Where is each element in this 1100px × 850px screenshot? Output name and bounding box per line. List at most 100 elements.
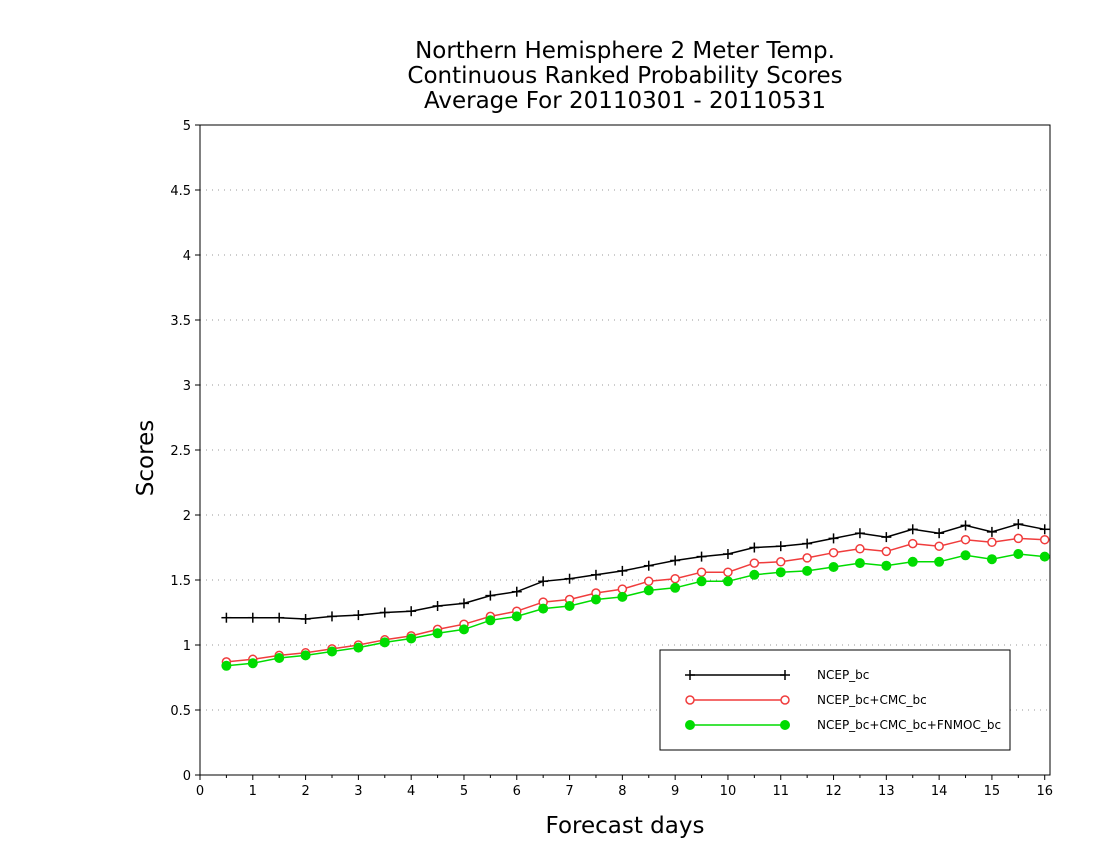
data-point-plus (960, 520, 971, 531)
data-point-open-circle (855, 544, 865, 554)
data-point-open-circle (617, 584, 628, 594)
data-point-open-circle (881, 546, 892, 557)
data-point-filled-circle (907, 556, 918, 567)
data-point-open-circle (960, 534, 971, 545)
data-point-plus (1013, 519, 1024, 530)
data-point-filled-circle (538, 603, 549, 614)
data-point-open-circle (670, 573, 680, 584)
x-tick-label: 13 (878, 784, 895, 799)
data-point-plus (670, 555, 681, 566)
data-point-plus (564, 573, 575, 584)
title-line: Continuous Ranked Probability Scores (407, 63, 842, 89)
data-point-open-circle (1039, 534, 1050, 545)
data-point-filled-circle (379, 637, 390, 648)
x-tick-label: 10 (720, 784, 737, 799)
chart-title: Northern Hemisphere 2 Meter Temp.Continu… (407, 38, 842, 114)
data-point-filled-circle (221, 660, 232, 671)
data-point-open-circle (723, 567, 733, 577)
x-tick-label: 11 (772, 784, 789, 799)
y-tick-label: 0.5 (170, 704, 191, 719)
data-point-plus (722, 549, 733, 559)
data-point-open-circle (907, 538, 918, 549)
x-tick-label: 0 (196, 784, 204, 799)
x-tick-label: 12 (825, 784, 842, 799)
data-point-plus (907, 524, 918, 535)
y-tick-label: 3 (183, 379, 191, 394)
x-tick-label: 8 (618, 784, 626, 799)
data-point-open-circle (934, 541, 944, 551)
data-point-plus (538, 576, 549, 587)
data-point-filled-circle (934, 556, 945, 567)
data-point-filled-circle (749, 569, 760, 580)
y-axis-label: Scores (133, 420, 159, 496)
data-point-plus (326, 611, 337, 622)
data-point-open-circle (685, 695, 695, 705)
data-point-plus (406, 606, 417, 617)
x-tick-label: 9 (671, 784, 679, 799)
data-point-filled-circle (617, 591, 628, 602)
x-tick-label: 6 (513, 784, 521, 799)
data-point-plus (986, 526, 997, 537)
data-point-open-circle (644, 576, 654, 587)
x-tick-label: 7 (565, 784, 573, 799)
legend-label: NCEP_bc+CMC_bc+FNMOC_bc (817, 718, 1001, 732)
data-point-plus (854, 528, 865, 539)
legend-label: NCEP_bc+CMC_bc (817, 693, 927, 707)
x-axis-label: Forecast days (546, 813, 705, 839)
data-point-plus (300, 614, 311, 624)
data-point-filled-circle (564, 601, 575, 611)
data-point-filled-circle (1013, 549, 1024, 559)
data-point-filled-circle (960, 550, 971, 561)
data-point-filled-circle (485, 615, 496, 626)
title-line: Average For 20110301 - 20110531 (424, 88, 826, 114)
data-point-plus (458, 598, 469, 609)
data-point-plus (1039, 524, 1050, 535)
data-point-filled-circle (722, 576, 733, 587)
x-tick-label: 3 (354, 784, 362, 799)
data-point-plus (590, 569, 601, 580)
axis-ticks: 00.511.522.533.544.550 1 2 3 4 5 6 7 8 9 10 11 12 13 1… (170, 119, 1053, 799)
legend-label: NCEP_bc (817, 668, 869, 682)
series-lines (221, 519, 1050, 671)
legend: NCEP_bc NCEP_bc+CMC_bc NCEP_bc+CMC_bc+FNMO… (659, 649, 1011, 751)
data-point-filled-circle (406, 633, 417, 644)
data-point-filled-circle (775, 567, 786, 578)
series-NCEP_bc+CMC_bc (221, 533, 1050, 667)
legend-item: NCEP_bc+CMC_bc+FNMOC_bc (685, 718, 1001, 732)
y-tick-label: 5 (183, 119, 191, 134)
x-tick-label: 14 (931, 784, 948, 799)
data-point-open-circle (696, 567, 707, 577)
data-point-filled-circle (780, 720, 790, 730)
data-point-plus (643, 560, 654, 571)
legend-item: NCEP_bc+CMC_bc (685, 693, 927, 707)
data-point-plus (685, 670, 695, 680)
x-tick-label: 1 (249, 784, 257, 799)
data-point-filled-circle (828, 562, 839, 572)
data-point-plus (485, 590, 496, 601)
series-line (226, 553, 1045, 667)
data-point-open-circle (987, 537, 997, 548)
title-line: Northern Hemisphere 2 Meter Temp. (415, 38, 835, 64)
gridlines (200, 189, 1050, 711)
data-point-plus (247, 612, 258, 623)
data-point-filled-circle (511, 611, 522, 622)
y-tick-label: 4 (183, 249, 191, 264)
data-point-filled-circle (854, 558, 865, 569)
y-tick-label: 1.5 (170, 574, 191, 589)
data-point-plus (934, 528, 945, 539)
data-point-filled-circle (802, 565, 813, 576)
series-line (226, 537, 1045, 663)
data-point-open-circle (828, 547, 839, 558)
data-point-filled-circle (300, 650, 311, 661)
x-tick-label: 4 (407, 784, 415, 799)
data-point-filled-circle (1039, 551, 1050, 562)
data-point-plus (353, 610, 364, 621)
y-tick-label: 3.5 (170, 314, 191, 329)
data-point-plus (696, 551, 707, 562)
data-point-plus (432, 601, 443, 611)
data-point-filled-circle (247, 658, 258, 669)
data-point-filled-circle (458, 624, 469, 635)
data-point-filled-circle (670, 582, 681, 593)
data-point-plus (780, 670, 790, 680)
data-point-plus (511, 586, 522, 597)
